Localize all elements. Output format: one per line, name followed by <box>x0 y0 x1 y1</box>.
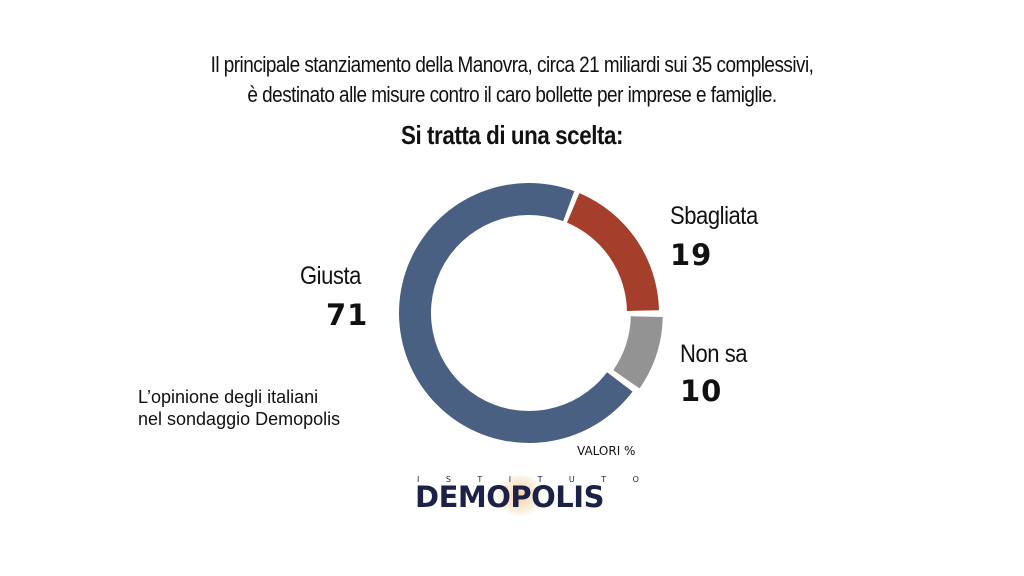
note-line-1: L’opinione degli italiani <box>138 387 319 407</box>
logo-letter: T <box>537 475 543 484</box>
logo-letter: U <box>568 475 575 484</box>
label-giusta: Giusta <box>300 262 361 290</box>
label-non-sa: Non sa <box>680 340 748 368</box>
segment-sbagliata <box>566 193 659 311</box>
value-non-sa: 10 <box>680 374 723 408</box>
logo-glow <box>497 474 543 516</box>
logo-letter: S <box>445 475 451 484</box>
logo-letter: I <box>417 475 420 484</box>
logo-letter: O <box>632 475 639 484</box>
survey-note: L’opinione degli italiani nel sondaggio … <box>138 386 340 430</box>
note-line-2: nel sondaggio Demopolis <box>138 409 341 429</box>
value-sbagliata: 19 <box>670 238 713 272</box>
unit-label: VALORI % <box>577 444 636 458</box>
value-giusta: 71 <box>326 298 369 332</box>
label-sbagliata: Sbagliata <box>670 202 758 230</box>
donut-chart <box>399 183 663 443</box>
logo-letter: T <box>601 475 607 484</box>
logo-istituto: I S T I T U T O <box>417 475 639 484</box>
subtitle: Il principale stanziamento della Manovra… <box>72 50 953 110</box>
logo-demopolis: DEMOPOLIS <box>415 480 604 514</box>
chart-title: Si tratta di una scelta: <box>400 120 624 150</box>
subtitle-line-2: è destinato alle misure contro il caro b… <box>247 82 777 107</box>
logo-letter: I <box>508 475 512 484</box>
segment-non-sa <box>613 316 663 389</box>
logo-letter: T <box>477 475 483 484</box>
subtitle-line-1: Il principale stanziamento della Manovra… <box>210 52 814 77</box>
